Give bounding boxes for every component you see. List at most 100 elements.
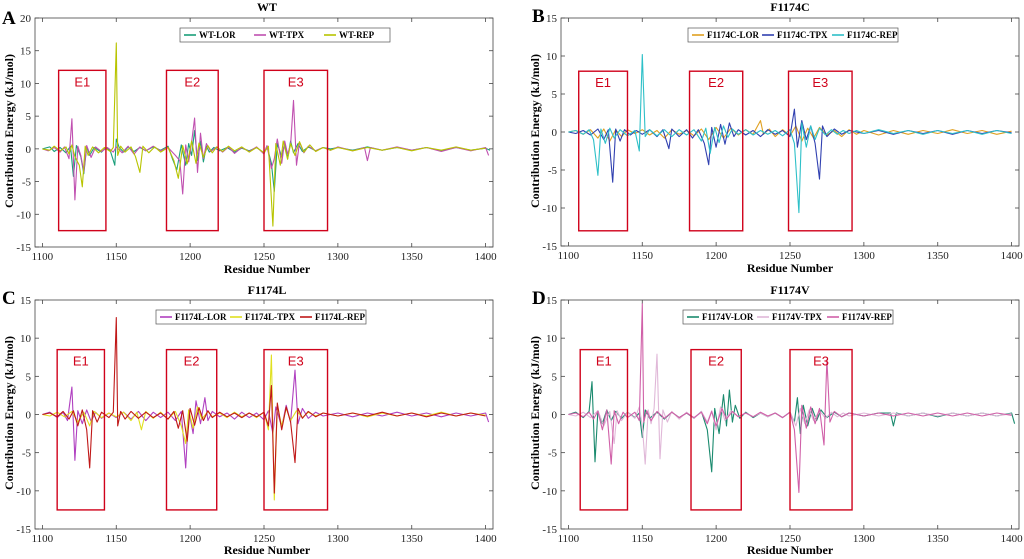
panel-c: C F1174L Residue Number Contribution Ene… <box>2 283 497 557</box>
x-tick-label-a: 1400 <box>475 251 498 263</box>
x-tick-label-a: 1100 <box>32 251 54 263</box>
series-line-d-1 <box>568 381 1016 473</box>
x-tick-label-c: 1400 <box>475 533 498 545</box>
region-label-d-1: E1 <box>596 354 612 369</box>
x-tick-label-c: 1200 <box>179 533 202 545</box>
y-tick-label-a: 0 <box>26 144 32 156</box>
y-tick-label-c: 0 <box>26 410 32 422</box>
panel-a: A WT Residue Number Contribution Energy … <box>2 0 497 276</box>
legend-label-a-2: WT-TPX <box>269 30 305 40</box>
region-label-d-2: E2 <box>708 354 724 369</box>
y-tick-label-d: 0 <box>552 410 558 422</box>
legend-box-a <box>179 27 391 43</box>
x-tick-label-c: 1100 <box>32 533 54 545</box>
x-tick-label-b: 1300 <box>853 250 876 262</box>
y-tick-label-a: 5 <box>26 111 32 123</box>
panel-letter-b: B <box>532 6 545 27</box>
x-tick-label-a: 1150 <box>105 251 127 263</box>
x-tick-label-d: 1300 <box>853 533 876 545</box>
legend-label-d-1: F1174V-LOR <box>702 312 754 322</box>
y-axis-label-d: Contribution Energy (kJ/mol) <box>528 336 542 490</box>
chart-title-a: WT <box>257 0 277 14</box>
legend-box-b <box>687 27 899 43</box>
y-axis-label-c: Contribution Energy (kJ/mol) <box>2 336 16 490</box>
region-box-d-3 <box>789 348 853 511</box>
legend-label-c-3: F1174L-REP <box>315 312 366 322</box>
y-tick-label-c: -10 <box>16 486 31 498</box>
panel-letter-a: A <box>2 8 16 29</box>
legend-d: F1174V-LOR F1174V-TPX F1174V-REP <box>682 309 894 325</box>
chart-title-b: F1174C <box>770 0 809 14</box>
x-tick-label-b: 1150 <box>631 250 653 262</box>
x-tick-label-a: 1200 <box>179 251 202 263</box>
series-line-d-3 <box>568 303 1012 493</box>
region-label-b-3: E3 <box>812 75 828 90</box>
y-tick-label-d: 10 <box>546 333 558 345</box>
y-tick-label-b: -10 <box>542 203 557 215</box>
legend-label-d-3: F1174V-REP <box>842 312 892 322</box>
region-label-c-3: E3 <box>288 354 304 369</box>
series-line-a-3 <box>42 42 486 227</box>
y-tick-label-c: -5 <box>22 448 32 460</box>
x-tick-label-b: 1400 <box>1001 250 1024 262</box>
y-tick-label-a: 20 <box>20 13 32 25</box>
y-tick-label-b: 5 <box>552 89 558 101</box>
region-box-d-2 <box>690 348 742 511</box>
x-tick-label-d: 1200 <box>705 533 728 545</box>
region-label-d-3: E3 <box>813 354 829 369</box>
region-box-b-2 <box>688 70 744 232</box>
x-tick-label-b: 1350 <box>927 250 950 262</box>
x-tick-label-d: 1150 <box>631 533 653 545</box>
panel-letter-d: D <box>532 288 546 309</box>
x-tick-label-a: 1350 <box>401 251 424 263</box>
panel-letter-c: C <box>2 288 16 309</box>
x-tick-label-c: 1350 <box>401 533 424 545</box>
chart-title-d: F1174V <box>770 283 810 297</box>
x-tick-label-d: 1350 <box>927 533 950 545</box>
y-tick-label-a: 15 <box>20 46 32 58</box>
x-tick-label-d: 1400 <box>1001 533 1024 545</box>
region-box-c-3 <box>263 348 329 511</box>
region-label-b-2: E2 <box>708 75 724 90</box>
x-tick-label-b: 1100 <box>558 250 580 262</box>
region-box-b-3 <box>787 70 853 232</box>
x-tick-label-a: 1250 <box>253 251 276 263</box>
legend-label-a-3: WT-REP <box>339 30 375 40</box>
y-tick-label-c: 10 <box>20 333 32 345</box>
y-tick-label-d: -15 <box>542 524 557 536</box>
y-axis-label-a: Contribution Energy (kJ/mol) <box>2 54 16 208</box>
x-tick-label-c: 1250 <box>253 533 276 545</box>
x-tick-label-b: 1250 <box>779 250 802 262</box>
x-axis-label-d: Residue Number <box>747 543 834 557</box>
series-line-b-3 <box>568 53 1012 214</box>
legend-label-b-3: F1174C-REP <box>847 30 898 40</box>
legend-label-a-1: WT-LOR <box>199 30 236 40</box>
legend-box-c <box>155 309 367 325</box>
y-tick-label-d: -5 <box>548 448 558 460</box>
region-label-a-1: E1 <box>74 74 90 89</box>
x-tick-label-a: 1300 <box>327 251 350 263</box>
region-box-b-1 <box>578 70 629 232</box>
y-tick-label-b: 15 <box>546 13 558 25</box>
legend-label-b-2: F1174C-TPX <box>777 30 828 40</box>
y-tick-label-a: -5 <box>22 177 32 189</box>
y-tick-label-a: -10 <box>16 209 31 221</box>
x-tick-label-b: 1200 <box>705 250 728 262</box>
y-tick-label-c: -15 <box>16 524 31 536</box>
y-tick-label-a: 10 <box>20 78 32 90</box>
y-tick-label-b: -5 <box>548 165 558 177</box>
y-axis-label-b: Contribution Energy (kJ/mol) <box>528 54 542 208</box>
region-box-d-1 <box>579 348 629 511</box>
series-line-c-3 <box>42 317 486 494</box>
legend-label-d-2: F1174V-TPX <box>772 312 822 322</box>
y-tick-label-d: -10 <box>542 486 557 498</box>
region-label-c-1: E1 <box>73 354 89 369</box>
y-tick-label-a: -15 <box>16 242 31 254</box>
y-tick-label-b: 0 <box>552 127 558 139</box>
region-box-c-2 <box>165 348 218 511</box>
region-box-a-2 <box>165 69 219 232</box>
y-tick-label-c: 5 <box>26 371 32 383</box>
legend-c: F1174L-LOR F1174L-TPX F1174L-REP <box>155 309 367 325</box>
region-box-a-3 <box>263 69 329 232</box>
